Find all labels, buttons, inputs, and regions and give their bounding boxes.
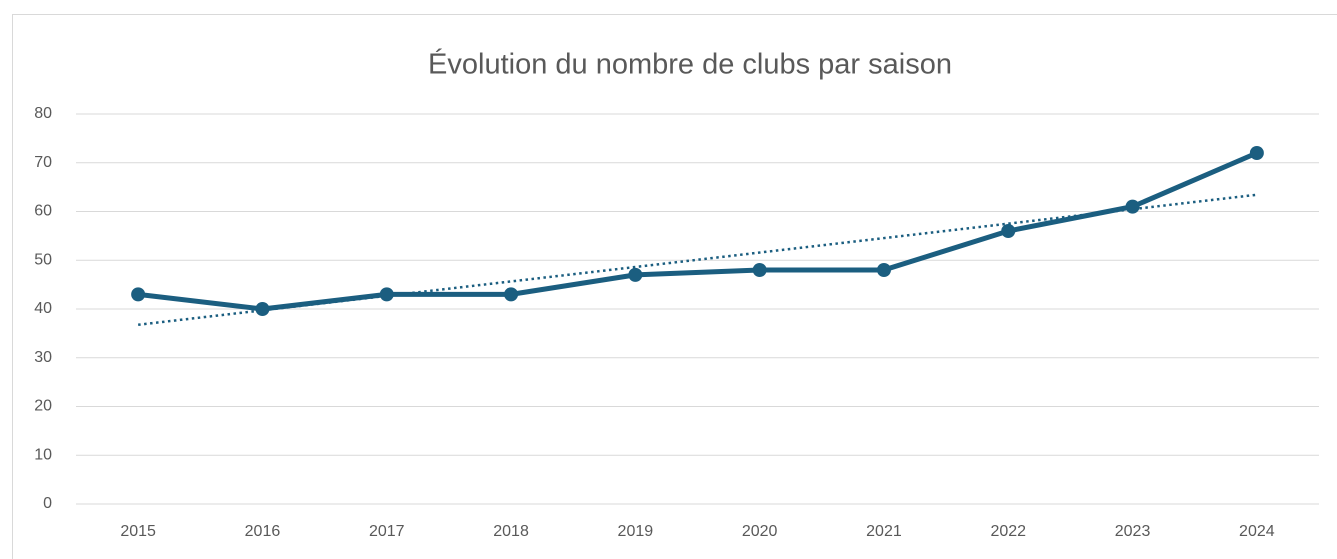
y-tick-label: 20 [34, 398, 52, 415]
data-point [876, 263, 891, 277]
y-tick-label: 50 [34, 251, 52, 268]
x-tick-label: 2022 [990, 523, 1026, 540]
data-point [1001, 224, 1016, 238]
x-tick-label: 2020 [742, 523, 778, 540]
x-tick-label: 2023 [1115, 523, 1151, 540]
data-point [1249, 146, 1264, 160]
x-tick-label: 2016 [245, 523, 281, 540]
data-point [504, 287, 519, 302]
chart-border [12, 14, 1337, 559]
chart-title: Évolution du nombre de clubs par saison [428, 48, 952, 81]
y-tick-label: 60 [34, 203, 52, 220]
series-line [137, 150, 1258, 312]
x-tick-label: 2017 [369, 523, 405, 540]
data-point [628, 267, 643, 282]
y-tick-label: 0 [43, 495, 52, 512]
y-tick-label: 30 [34, 349, 52, 366]
x-tick-label: 2015 [120, 523, 156, 540]
data-point [255, 302, 270, 316]
y-tick-label: 40 [34, 300, 52, 317]
x-tick-label: 2024 [1239, 523, 1275, 540]
data-point [131, 287, 146, 302]
data-point [752, 263, 767, 277]
data-point [379, 287, 394, 302]
y-tick-label: 80 [34, 105, 52, 122]
y-tick-label: 70 [34, 154, 52, 171]
x-tick-label: 2021 [866, 523, 902, 540]
y-tick-label: 10 [34, 446, 52, 463]
x-tick-label: 2018 [493, 523, 529, 540]
data-point [1125, 199, 1140, 214]
x-tick-label: 2019 [618, 523, 654, 540]
